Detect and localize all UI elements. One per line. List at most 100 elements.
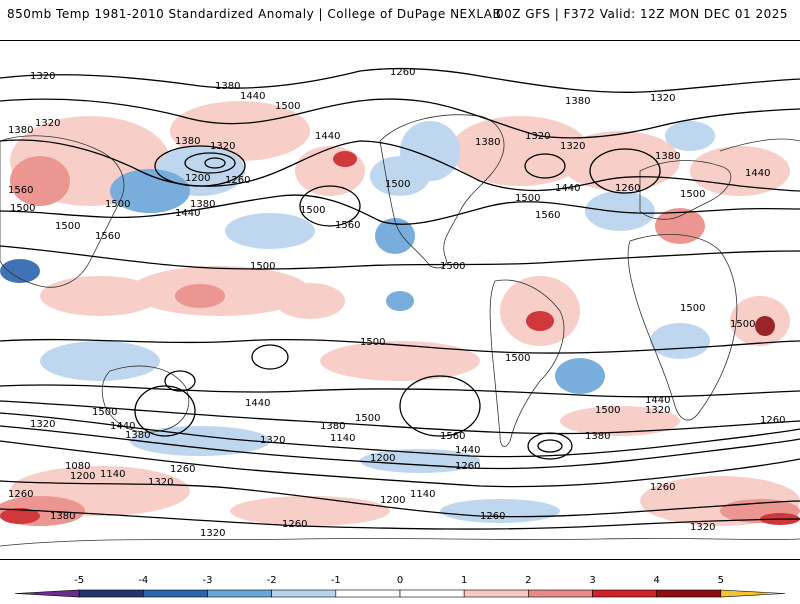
contour-label: 1320 xyxy=(650,93,675,104)
contour-label: 1380 xyxy=(175,136,200,147)
header-bar: 850mb Temp 1981-2010 Standardized Anomal… xyxy=(0,0,800,30)
south-america-outline xyxy=(489,279,565,447)
contour-label: 1500 xyxy=(680,189,705,200)
contour-line xyxy=(0,412,800,458)
contour-label: 1320 xyxy=(690,522,715,533)
contour-label: 1260 xyxy=(225,175,250,186)
contour-line xyxy=(537,439,563,453)
contour-label: 1560 xyxy=(535,210,560,221)
colorbar-swatch xyxy=(78,589,144,598)
contour-label: 1260 xyxy=(455,461,480,472)
colorbar-swatch xyxy=(528,589,593,598)
anomaly-patch xyxy=(375,218,415,254)
colorbar-tick-label: 3 xyxy=(589,575,595,586)
contour-label: 1320 xyxy=(560,141,585,152)
contour-label: 1380 xyxy=(215,81,240,92)
colorbar-canvas: -5 -4 -3 -2 -1 0 1 2 3 4 5 xyxy=(14,575,786,598)
anomaly-patch xyxy=(275,283,345,319)
colorbar-tick-label: 5 xyxy=(718,575,724,586)
colorbar-tick-label: 1 xyxy=(461,575,467,586)
contour-label: 1560 xyxy=(440,431,465,442)
asia-east-outline xyxy=(719,138,800,152)
contour-line xyxy=(0,440,800,488)
colorbar-swatch xyxy=(335,589,401,598)
colorbar-swatch xyxy=(14,589,80,598)
anomaly-patch xyxy=(0,508,40,524)
africa-outline xyxy=(627,234,738,421)
asia-outline xyxy=(0,135,125,288)
anomaly-patch xyxy=(526,311,554,331)
contour-label: 1500 xyxy=(55,221,80,232)
contour-label: 1500 xyxy=(595,405,620,416)
anomaly-patch xyxy=(10,156,70,206)
contour-label: 1320 xyxy=(148,477,173,488)
contour-label: 1140 xyxy=(330,433,355,444)
contour-label: 1500 xyxy=(10,203,35,214)
contour-label: 1440 xyxy=(240,91,265,102)
contour-label: 1440 xyxy=(555,183,580,194)
anomaly-map[interactable]: 1320 1260 1380 1440 1500 1320 1380 1380 … xyxy=(0,40,800,560)
contour-label: 1320 xyxy=(200,528,225,539)
contour-label: 1500 xyxy=(515,193,540,204)
contour-line xyxy=(204,157,226,169)
anomaly-patch xyxy=(560,131,680,191)
contour-label: 1500 xyxy=(440,261,465,272)
contour-label-group: 1320 1260 1380 1440 1500 1320 1380 1380 … xyxy=(8,67,785,539)
anomaly-patch xyxy=(560,406,680,436)
anomaly-patch xyxy=(225,213,315,249)
contour-line xyxy=(0,400,800,435)
contour-label: 1320 xyxy=(30,71,55,82)
contour-label: 1440 xyxy=(245,398,270,409)
contour-line xyxy=(0,67,800,93)
contour-label: 1380 xyxy=(190,199,215,210)
anomaly-patch xyxy=(320,341,480,381)
contour-label: 1320 xyxy=(30,419,55,430)
contour-label: 1380 xyxy=(475,137,500,148)
contour-line xyxy=(399,375,481,437)
contour-label: 1320 xyxy=(645,405,670,416)
colorbar-swatches xyxy=(14,589,786,598)
anomaly-patch xyxy=(450,116,590,186)
contour-line xyxy=(184,152,236,174)
anomaly-patch xyxy=(555,358,605,394)
contour-label: 1260 xyxy=(615,183,640,194)
anomaly-patch xyxy=(40,341,160,381)
contour-line xyxy=(0,139,800,192)
map-title: 850mb Temp 1981-2010 Standardized Anomal… xyxy=(7,7,502,21)
contour-line xyxy=(527,432,573,460)
contour-label: 1560 xyxy=(335,220,360,231)
contour-label: 1500 xyxy=(92,407,117,418)
contour-line xyxy=(589,148,661,194)
contour-label: 1200 xyxy=(370,453,395,464)
contour-line xyxy=(0,508,800,530)
run-info: 00Z GFS | F372 Valid: 12Z MON DEC 01 202… xyxy=(495,7,788,21)
anomaly-shading xyxy=(0,101,800,526)
anomaly-patch xyxy=(175,284,225,308)
anomaly-patch xyxy=(665,121,715,151)
colorbar-tick-label: 4 xyxy=(653,575,659,586)
contour-line xyxy=(0,245,800,270)
anomaly-patch xyxy=(690,146,790,196)
contour-line xyxy=(0,480,800,518)
contour-label: 1500 xyxy=(275,101,300,112)
contour-label: 1260 xyxy=(390,67,415,78)
contour-label: 1440 xyxy=(315,131,340,142)
colorbar-tick-label: -1 xyxy=(331,575,341,586)
contour-label: 1080 xyxy=(65,461,90,472)
anomaly-patch xyxy=(130,426,270,456)
contour-label: 1320 xyxy=(525,131,550,142)
anomaly-patch xyxy=(295,146,365,196)
contour-label: 1200 xyxy=(70,471,95,482)
contour-line xyxy=(154,145,246,187)
colorbar-swatch xyxy=(207,589,272,598)
contour-label: 1380 xyxy=(655,151,680,162)
anomaly-patch xyxy=(755,316,775,336)
contour-label: 1500 xyxy=(355,413,380,424)
contour-label: 1200 xyxy=(185,173,210,184)
contour-label: 1320 xyxy=(260,435,285,446)
contour-label: 1380 xyxy=(8,125,33,136)
anomaly-patch xyxy=(655,208,705,244)
colorbar-tick-label: 2 xyxy=(525,575,531,586)
contour-line xyxy=(299,185,361,227)
contour-label: 1500 xyxy=(250,261,275,272)
